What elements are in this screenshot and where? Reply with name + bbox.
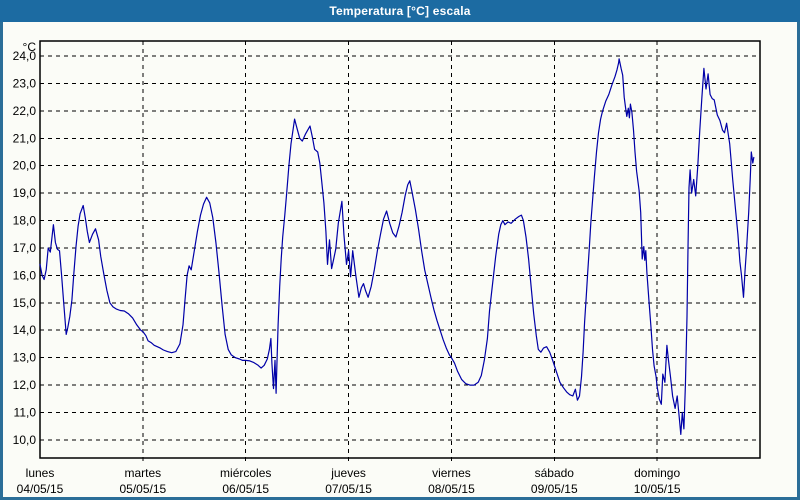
y-tick-label: 12,0 (13, 378, 37, 392)
y-tick-label: 16,0 (13, 268, 37, 282)
x-day-label: domingo (634, 466, 680, 480)
y-tick-label: 23,0 (13, 76, 37, 90)
y-tick-label: 10,0 (13, 433, 37, 447)
y-tick-label: 24,0 (13, 49, 37, 63)
y-tick-label: 13,0 (13, 351, 37, 365)
y-axis-unit-label: °C (23, 40, 37, 54)
window-frame-left (0, 22, 3, 500)
page-title: Temperatura [°C] escala (329, 4, 471, 18)
x-date-label: 09/05/15 (531, 482, 578, 496)
x-date-label: 10/05/15 (634, 482, 681, 496)
y-tick-label: 17,0 (13, 241, 37, 255)
x-day-label: sábado (535, 466, 575, 480)
x-day-label: jueves (330, 466, 366, 480)
y-tick-label: 15,0 (13, 296, 37, 310)
x-date-label: 07/05/15 (325, 482, 372, 496)
x-date-label: 05/05/15 (119, 482, 166, 496)
y-tick-label: 22,0 (13, 104, 37, 118)
x-day-label: lunes (26, 466, 55, 480)
y-tick-label: 21,0 (13, 131, 37, 145)
y-tick-label: 18,0 (13, 214, 37, 228)
y-tick-label: 14,0 (13, 323, 37, 337)
y-tick-label: 20,0 (13, 159, 37, 173)
y-tick-label: 19,0 (13, 186, 37, 200)
x-date-label: 06/05/15 (222, 482, 269, 496)
x-date-label: 08/05/15 (428, 482, 475, 496)
title-bar: Temperatura [°C] escala (0, 0, 800, 22)
temperature-line (39, 58, 755, 435)
window-frame-bottom (0, 497, 800, 500)
x-date-label: 04/05/15 (17, 482, 64, 496)
window-frame-right (797, 22, 800, 500)
x-day-label: miércoles (220, 466, 271, 480)
x-day-label: viernes (432, 466, 471, 480)
y-tick-label: 11,0 (14, 405, 37, 419)
x-day-label: martes (125, 466, 162, 480)
plot-border (39, 40, 761, 459)
